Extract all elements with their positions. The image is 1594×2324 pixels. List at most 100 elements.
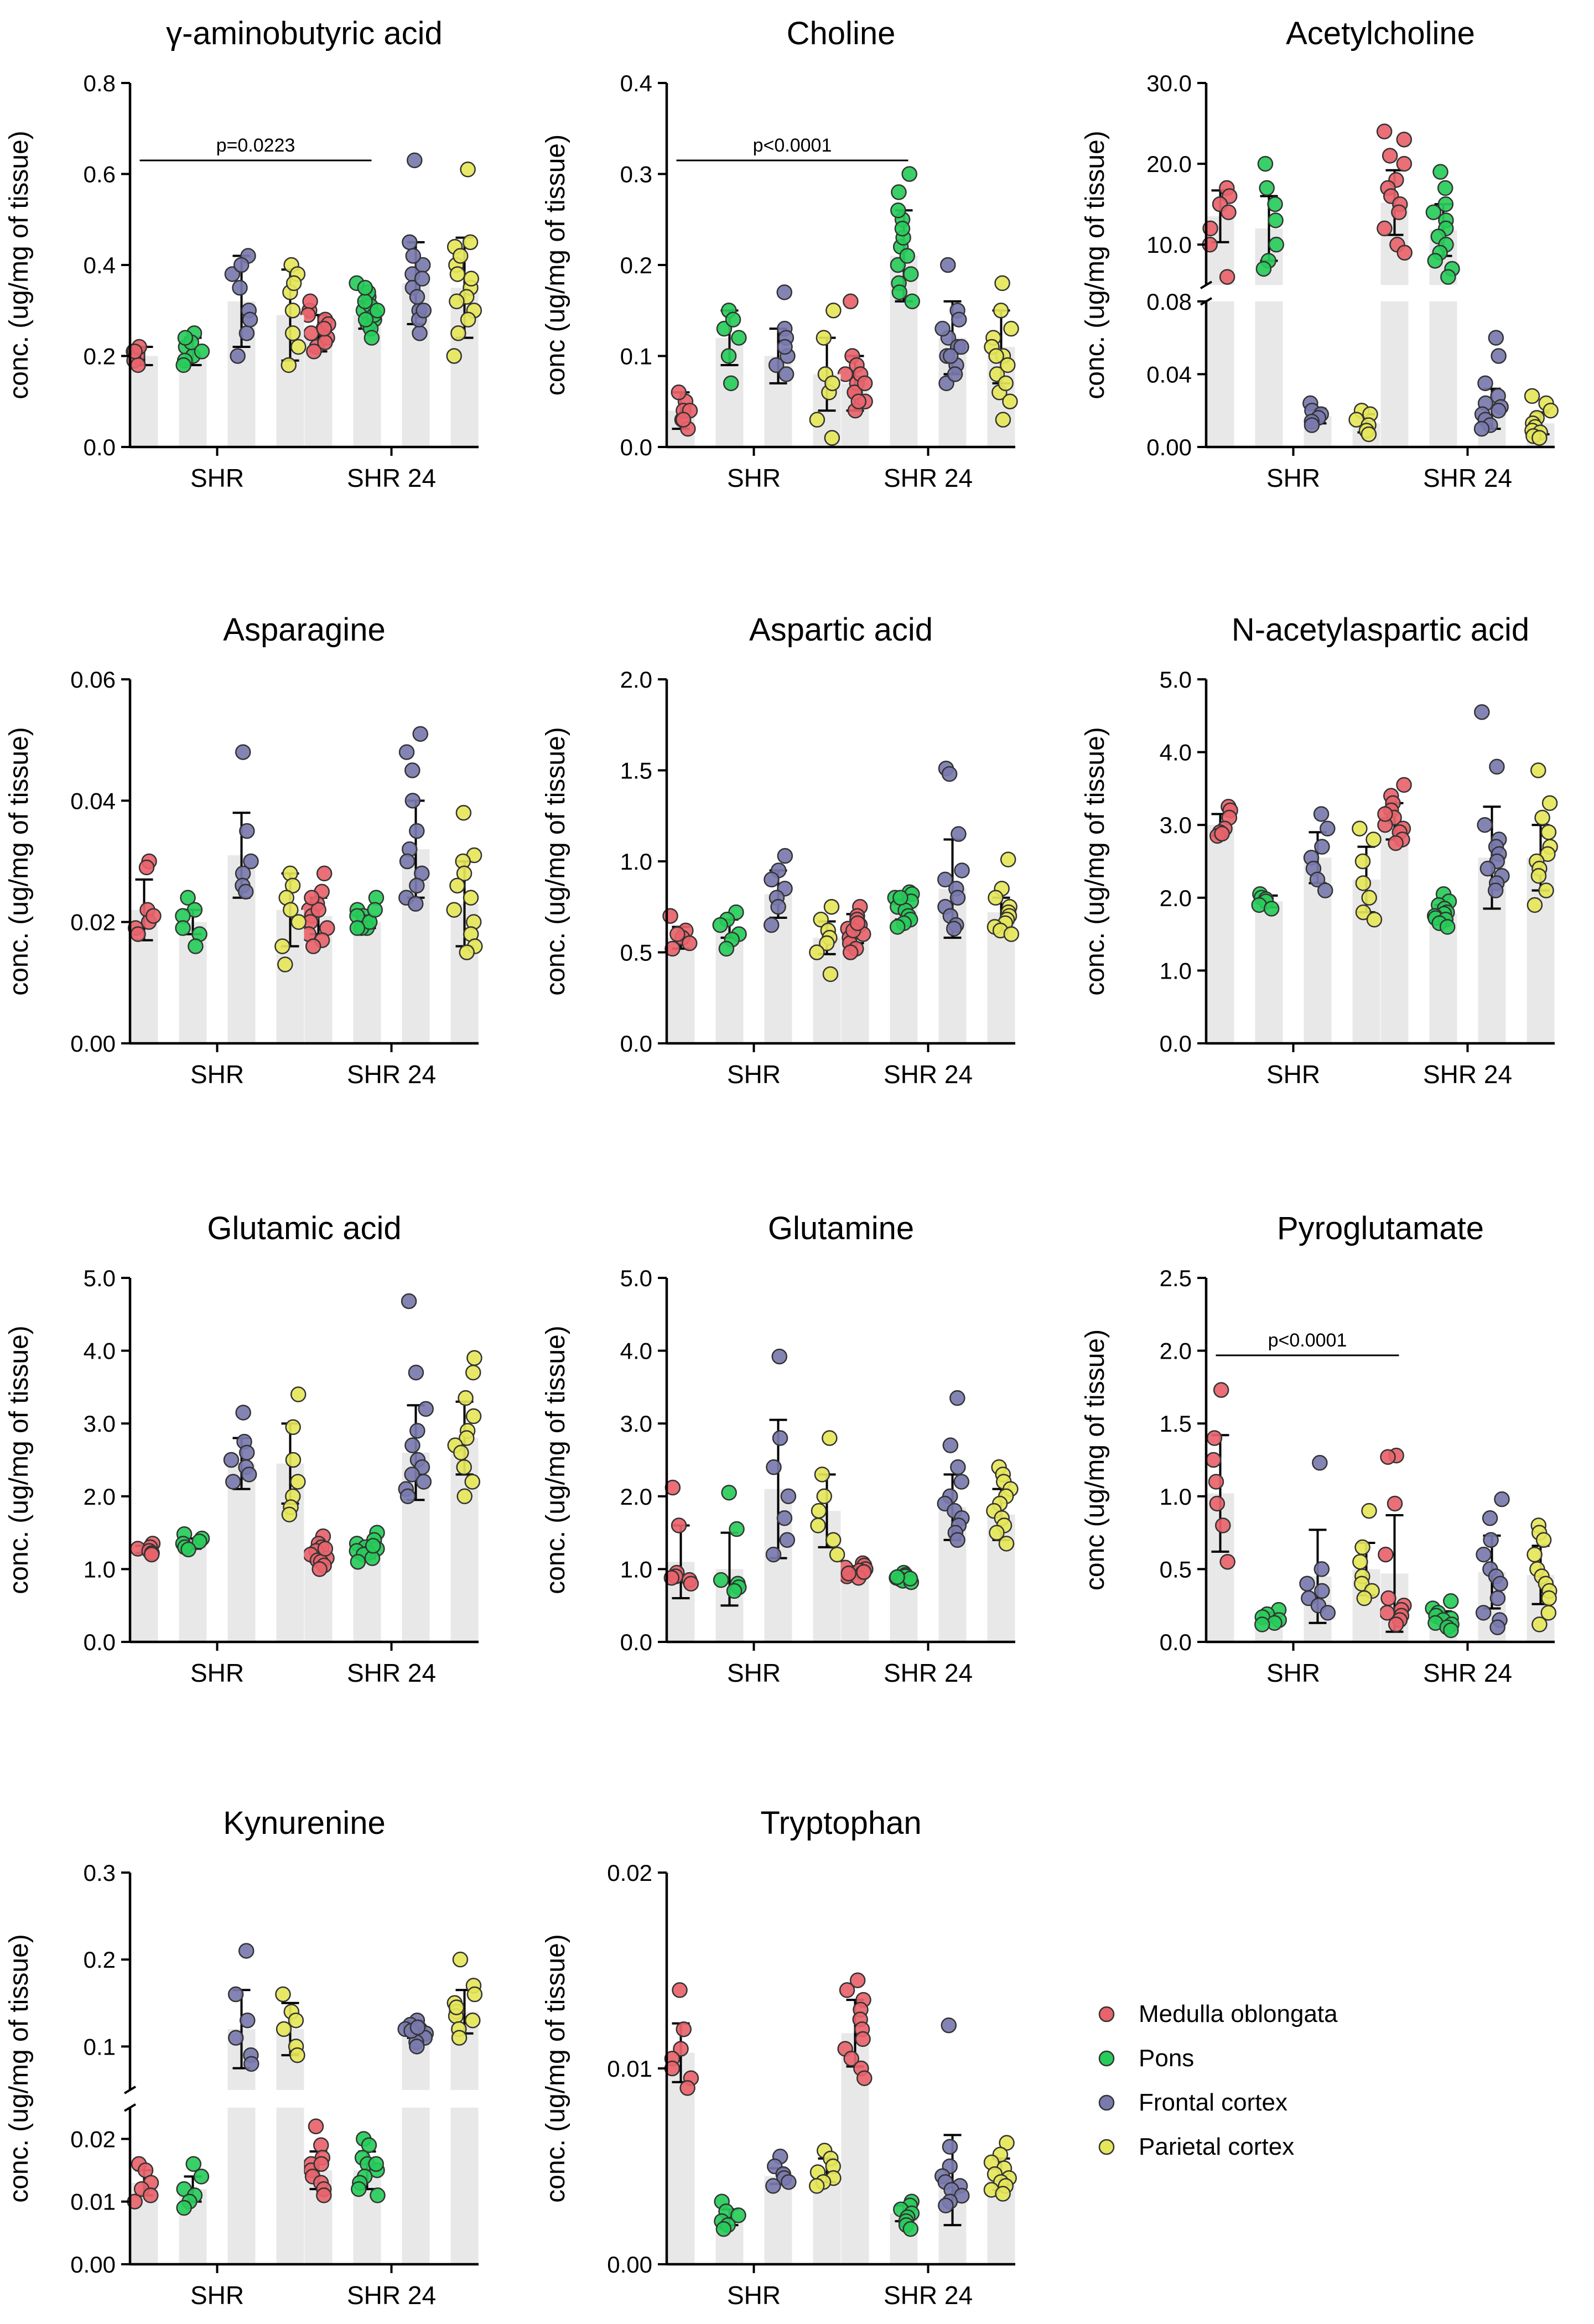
chart-glutamic-acid: 0.0 1.0 2.0 3.0 4.0 5.0 SHR SHR 24 Glutamic acid… (4, 1210, 482, 1687)
x-tick-label: SHR 24 (884, 1658, 973, 1687)
data-point-frontal-cortex (408, 1364, 424, 1381)
data-point-parietal-cortex (281, 357, 297, 373)
legend-marker-pons (1098, 2050, 1115, 2067)
y-tick-label: 2.0 (1160, 885, 1192, 911)
data-point-parietal-cortex (1354, 853, 1371, 870)
chart-glutamine: 0.0 1.0 2.0 3.0 4.0 5.0 SHR SHR 24 Glutamine conc… (541, 1210, 1019, 1687)
data-point-parietal-cortex (1543, 402, 1559, 419)
data-point-pons (892, 890, 908, 906)
data-point-medulla-oblongata (681, 935, 698, 952)
data-point-parietal-cortex (1535, 1532, 1552, 1548)
data-point-parietal-cortex (466, 1350, 482, 1366)
data-point-medulla-oblongata (1388, 835, 1404, 851)
x-tick-label: SHR 24 (347, 464, 436, 492)
data-point-pons (1259, 180, 1275, 196)
data-point-frontal-cortex (1313, 806, 1330, 822)
x-tick-label: SHR 24 (1423, 464, 1512, 492)
y-tick-label: 1.0 (1160, 1484, 1192, 1510)
x-tick-label: SHR (727, 2281, 781, 2310)
legend-label-frontal-cortex: Frontal cortex (1139, 2089, 1287, 2116)
data-point-frontal-cortex (1489, 1619, 1505, 1635)
y-axis-label: conc. (ug/mg of tissue) (1081, 727, 1110, 996)
chart-aminobutyric-acid: 0.0 0.2 0.4 0.6 0.8 SHR SHR 24 γ-aminobutyric a… (4, 15, 482, 492)
data-point-medulla-oblongata (840, 1566, 857, 1582)
x-tick-label: SHR (1266, 464, 1320, 492)
y-tick-label: 0.2 (620, 252, 652, 278)
bar-pons-lower (1255, 301, 1283, 447)
data-point-pons (903, 266, 919, 282)
bar-pons (179, 1543, 207, 1642)
chart-title: Tryptophan (760, 1805, 921, 1841)
data-point-frontal-cortex (1492, 1576, 1508, 1592)
y-tick-label: 2.5 (1160, 1265, 1192, 1291)
data-point-pons (1254, 1616, 1270, 1632)
data-point-medulla-oblongata (143, 1546, 160, 1563)
data-point-parietal-cortex (277, 956, 293, 973)
y-tick-label: 5.0 (84, 1265, 116, 1291)
data-point-pons (1442, 1593, 1459, 1609)
data-point-parietal-cortex (290, 1474, 306, 1490)
data-point-frontal-cortex (951, 311, 967, 327)
data-point-frontal-cortex (238, 1444, 255, 1461)
data-point-parietal-cortex (999, 2135, 1015, 2151)
data-point-parietal-cortex (288, 2012, 304, 2029)
y-tick-label: 1.0 (1160, 958, 1192, 984)
data-point-medulla-oblongata (1380, 1449, 1396, 1465)
data-point-parietal-cortex (460, 311, 476, 327)
data-point-medulla-oblongata (671, 384, 687, 401)
data-point-parietal-cortex (1354, 1539, 1370, 1556)
x-tick-label: SHR (727, 464, 781, 492)
data-point-medulla-oblongata (1396, 132, 1413, 148)
data-point-pons (365, 1538, 381, 1554)
data-point-frontal-cortex (949, 1532, 965, 1548)
data-point-frontal-cortex (409, 289, 425, 305)
data-point-parietal-cortex (465, 1408, 482, 1424)
data-point-parietal-cortex (275, 1986, 291, 2003)
data-point-frontal-cortex (416, 1474, 432, 1490)
chart-title: Kynurenine (223, 1805, 385, 1841)
data-point-frontal-cortex (1314, 839, 1330, 855)
data-point-pons (1437, 196, 1454, 212)
data-point-pons (175, 357, 191, 373)
bar-medulla-oblongata (130, 1549, 158, 1642)
data-point-pons (1263, 901, 1280, 917)
data-point-frontal-cortex (781, 2174, 797, 2190)
data-point-pons (891, 184, 907, 200)
data-point-medulla-oblongata (856, 1564, 872, 1580)
data-point-frontal-cortex (241, 1467, 257, 1483)
data-point-frontal-cortex (946, 921, 962, 937)
data-point-parietal-cortex (998, 375, 1014, 392)
data-point-frontal-cortex (779, 1532, 796, 1548)
data-point-medulla-oblongata (130, 357, 146, 373)
data-point-frontal-cortex (223, 1452, 240, 1468)
y-tick-label: 0.0 (84, 1629, 116, 1655)
y-tick-label: 5.0 (1160, 667, 1192, 693)
y-tick-label: 0.6 (84, 162, 116, 188)
data-point-pons (175, 920, 191, 936)
data-point-medulla-oblongata (303, 325, 319, 341)
data-point-medulla-oblongata (676, 2021, 692, 2037)
data-point-parietal-cortex (449, 293, 465, 310)
y-tick-label: 0.3 (620, 162, 652, 188)
data-point-pons (899, 248, 915, 264)
data-point-frontal-cortex (404, 762, 420, 778)
data-point-frontal-cortex (243, 2056, 259, 2072)
legend-label-parietal-cortex: Parietal cortex (1139, 2133, 1294, 2160)
data-point-parietal-cortex (1000, 357, 1016, 373)
data-point-frontal-cortex (941, 766, 958, 782)
y-tick-label: 1.5 (620, 758, 652, 784)
data-point-frontal-cortex (937, 871, 953, 888)
y-tick-label: 3.0 (620, 1411, 652, 1437)
data-point-frontal-cortex (1299, 1576, 1315, 1592)
data-point-frontal-cortex (1474, 704, 1490, 720)
data-point-frontal-cortex (418, 1401, 434, 1417)
legend-label-pons: Pons (1139, 2045, 1194, 2072)
y-axis-label: conc (ug/mg of tissue) (1081, 1329, 1110, 1590)
data-point-parietal-cortex (1524, 388, 1540, 404)
data-point-pons (891, 284, 908, 300)
data-point-frontal-cortex (1491, 348, 1507, 364)
data-point-frontal-cortex (227, 1986, 244, 2003)
data-point-parietal-cortex (284, 325, 301, 341)
y-tick-label: 2.0 (620, 667, 652, 693)
data-point-frontal-cortex (954, 862, 970, 878)
